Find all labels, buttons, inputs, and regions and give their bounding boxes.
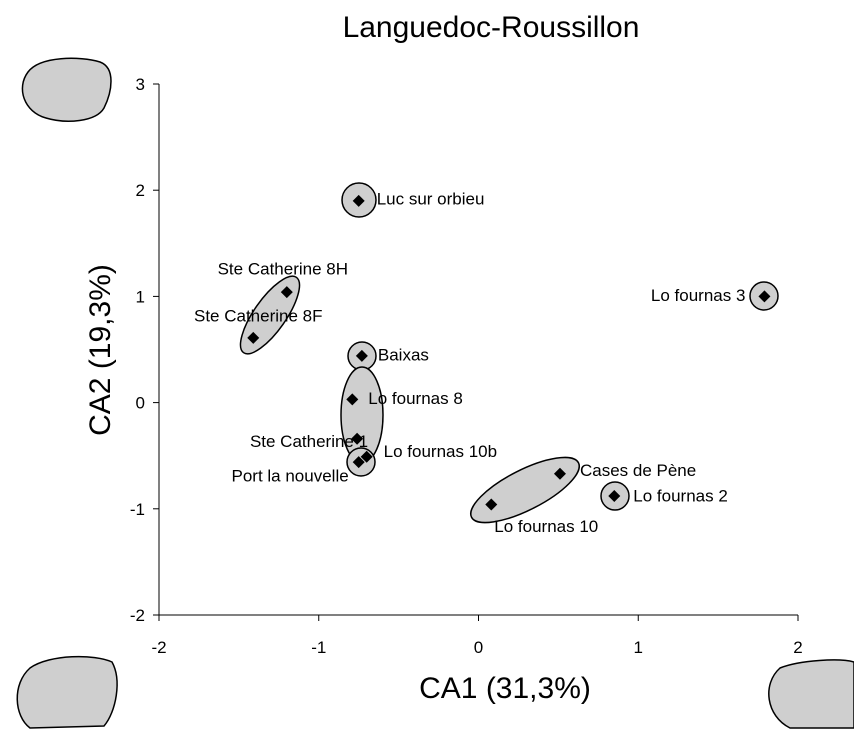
point xyxy=(553,467,566,480)
decor-shape xyxy=(16,655,118,729)
point-label: Lo fournas 10b xyxy=(384,442,497,461)
x-tick-label: 1 xyxy=(634,638,643,657)
x-tick-label: 2 xyxy=(793,638,802,657)
y-tick-label: 0 xyxy=(136,394,145,413)
point-label: Lo fournas 3 xyxy=(651,286,746,305)
point-label: Ste Catherine 1 xyxy=(250,432,368,451)
point xyxy=(608,490,621,503)
x-axis-label: CA1 (31,3%) xyxy=(419,672,591,705)
point xyxy=(351,432,364,445)
point-label: Ste Catherine 8F xyxy=(194,306,323,325)
point-label: Lo fournas 8 xyxy=(368,389,463,408)
point xyxy=(247,331,260,344)
point xyxy=(346,393,359,406)
point-label: Port la nouvelle xyxy=(232,467,349,486)
x-tick-label: -1 xyxy=(311,638,326,657)
decor-shape xyxy=(768,659,854,729)
point xyxy=(360,450,373,463)
y-tick-label: -1 xyxy=(130,500,145,519)
point xyxy=(280,286,293,299)
decor-shape xyxy=(21,57,112,122)
point xyxy=(758,290,771,303)
point-label: Lo fournas 2 xyxy=(633,487,728,506)
point-label: Lo fournas 10 xyxy=(494,517,598,536)
point xyxy=(352,456,365,469)
y-tick-label: 2 xyxy=(136,181,145,200)
y-axis-label: CA2 (19,3%) xyxy=(84,264,117,436)
point xyxy=(485,498,498,511)
point-label: Ste Catherine 8H xyxy=(218,260,348,279)
point-label: Cases de Pène xyxy=(580,461,696,480)
x-tick-label: 0 xyxy=(474,638,483,657)
x-tick-label: -2 xyxy=(151,638,166,657)
y-tick-label: -2 xyxy=(130,606,145,625)
point-label: Baixas xyxy=(378,345,429,364)
y-tick-label: 3 xyxy=(136,75,145,94)
point xyxy=(355,349,368,362)
group-ellipse xyxy=(470,456,580,524)
y-tick-label: 1 xyxy=(136,287,145,306)
chart-title: Languedoc-Roussillon xyxy=(343,11,640,44)
point-label: Luc sur orbieu xyxy=(377,189,485,208)
point xyxy=(352,194,365,207)
